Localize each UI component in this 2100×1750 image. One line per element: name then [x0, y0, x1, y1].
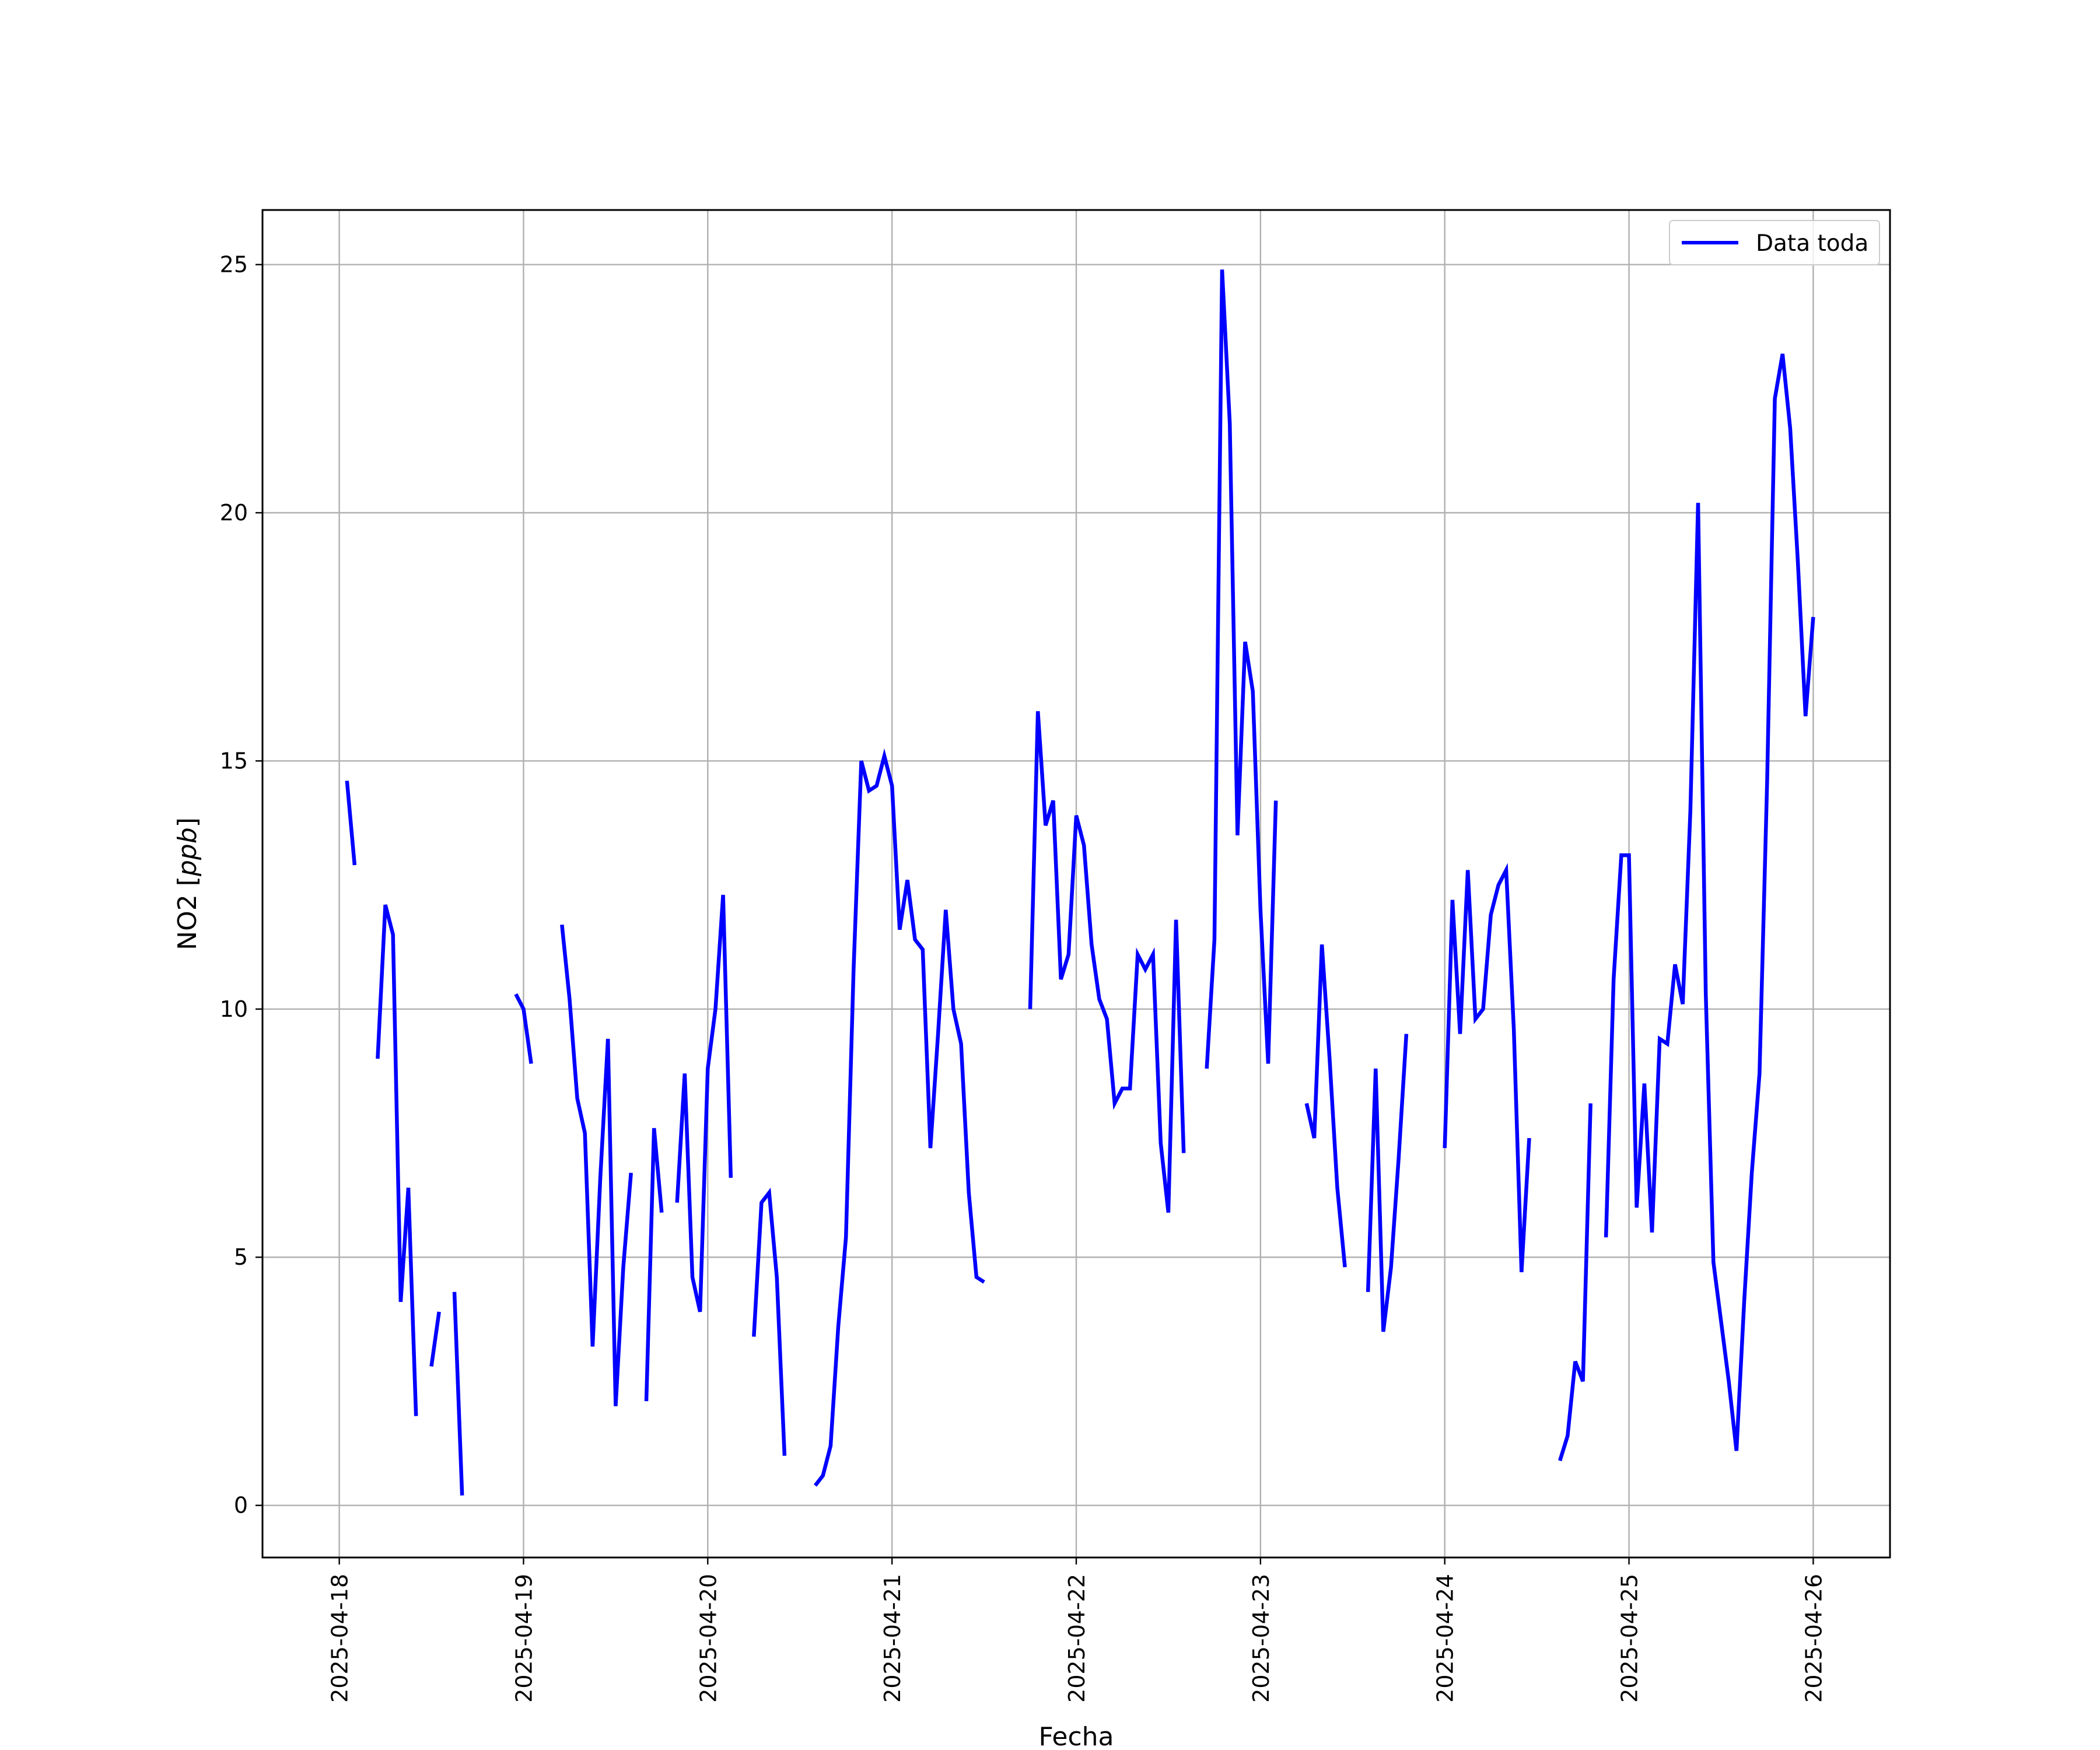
y-tick-label: 15	[220, 748, 248, 774]
series-line-segment	[675, 894, 733, 1312]
x-tick-label: 2025-04-24	[1433, 1574, 1458, 1703]
x-tick-label: 2025-04-25	[1617, 1574, 1643, 1703]
series-line-segment	[345, 780, 357, 866]
series-line-segment	[752, 1188, 787, 1456]
series-line-segment	[560, 924, 633, 1406]
series-line-segment	[1558, 1103, 1592, 1462]
series-line-segment	[514, 993, 533, 1064]
series-line-segment	[376, 904, 418, 1416]
series-line-segment	[1205, 269, 1278, 1069]
y-tick-label: 0	[234, 1493, 248, 1518]
legend: Data toda	[1669, 220, 1880, 265]
series-data-toda	[345, 269, 1815, 1496]
series-line-segment	[1028, 711, 1186, 1213]
series-line-segment	[429, 1311, 441, 1367]
y-axis-label-close: ]	[173, 817, 202, 827]
x-tick-label: 2025-04-18	[327, 1574, 353, 1703]
data-series-layer	[345, 269, 1815, 1496]
y-axis-label-unit: ppb	[173, 827, 202, 877]
x-tick-label: 2025-04-21	[880, 1574, 905, 1703]
x-axis-label: Fecha	[1038, 1722, 1114, 1750]
y-tick-label: 10	[220, 996, 248, 1022]
x-tick-label: 2025-04-22	[1064, 1574, 1090, 1703]
series-line-segment	[1304, 944, 1347, 1268]
y-axis-label: NO2 [ppb]	[173, 817, 202, 950]
legend-label: Data toda	[1756, 230, 1868, 257]
x-tick-label: 2025-04-20	[695, 1574, 721, 1703]
series-line-segment	[452, 1292, 464, 1496]
y-tick-label: 25	[220, 252, 248, 278]
axis-ticks: 2025-04-18 2025-04-19 2025-04-20 2025-04-21…	[220, 252, 1827, 1703]
legend-box	[1669, 220, 1880, 265]
x-tick-label: 2025-04-19	[511, 1574, 537, 1703]
y-tick-label: 20	[220, 500, 248, 526]
series-line-segment	[1604, 354, 1815, 1451]
y-axis-label-main: NO2 [	[173, 876, 202, 950]
series-line-segment	[1443, 863, 1531, 1272]
series-line-segment	[644, 1128, 664, 1402]
x-tick-label: 2025-04-26	[1801, 1574, 1826, 1703]
series-line-segment	[813, 748, 985, 1487]
y-tick-label: 5	[234, 1244, 248, 1270]
x-tick-label: 2025-04-23	[1248, 1574, 1274, 1703]
series-line-segment	[1366, 1034, 1409, 1332]
